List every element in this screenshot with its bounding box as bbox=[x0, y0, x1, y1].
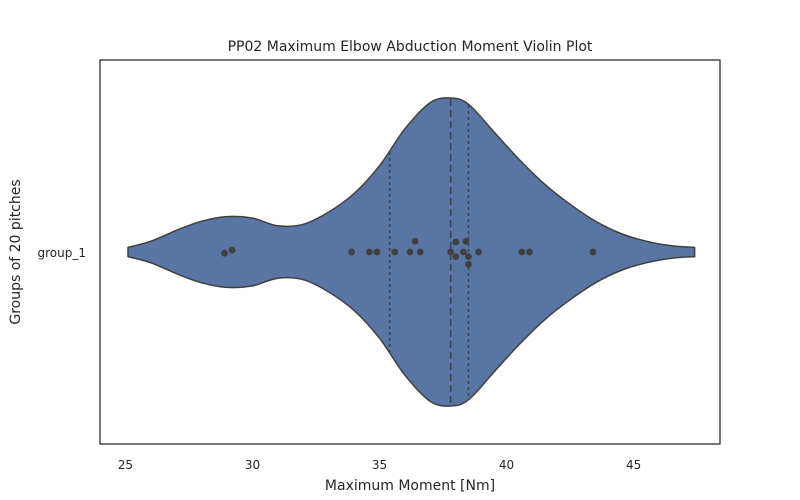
plot-frame bbox=[99, 59, 721, 445]
data-point bbox=[406, 248, 414, 256]
data-point bbox=[365, 248, 373, 256]
y-tick-label: group_1 bbox=[38, 246, 87, 260]
data-point bbox=[526, 248, 533, 256]
x-tick-label: 30 bbox=[245, 458, 260, 472]
data-point bbox=[465, 260, 472, 268]
x-tick-label: 35 bbox=[372, 458, 387, 472]
data-point bbox=[391, 248, 399, 256]
x-tick-label: 45 bbox=[626, 458, 641, 472]
y-axis-ticks: group_1 bbox=[38, 246, 87, 260]
data-point bbox=[589, 248, 597, 256]
x-tick-label: 25 bbox=[118, 458, 133, 472]
data-point bbox=[465, 253, 472, 261]
data-point bbox=[373, 248, 381, 256]
data-point bbox=[462, 237, 470, 245]
data-point bbox=[518, 248, 526, 256]
y-axis-label: Groups of 20 pitches bbox=[8, 179, 24, 324]
x-axis-ticks: 25 30 35 40 45 bbox=[118, 458, 641, 472]
data-point bbox=[459, 248, 467, 256]
data-point bbox=[411, 237, 419, 245]
data-point bbox=[416, 248, 424, 256]
chart-title: PP02 Maximum Elbow Abduction Moment Viol… bbox=[228, 39, 593, 55]
data-point bbox=[452, 238, 460, 246]
data-point bbox=[221, 249, 228, 257]
data-point bbox=[228, 246, 236, 254]
data-point bbox=[447, 248, 455, 256]
data-point bbox=[452, 253, 460, 261]
data-point bbox=[475, 248, 483, 256]
x-tick-label: 40 bbox=[499, 458, 514, 472]
plot-area bbox=[127, 97, 696, 407]
x-axis-label: Maximum Moment [Nm] bbox=[325, 478, 495, 494]
data-point bbox=[348, 248, 355, 256]
